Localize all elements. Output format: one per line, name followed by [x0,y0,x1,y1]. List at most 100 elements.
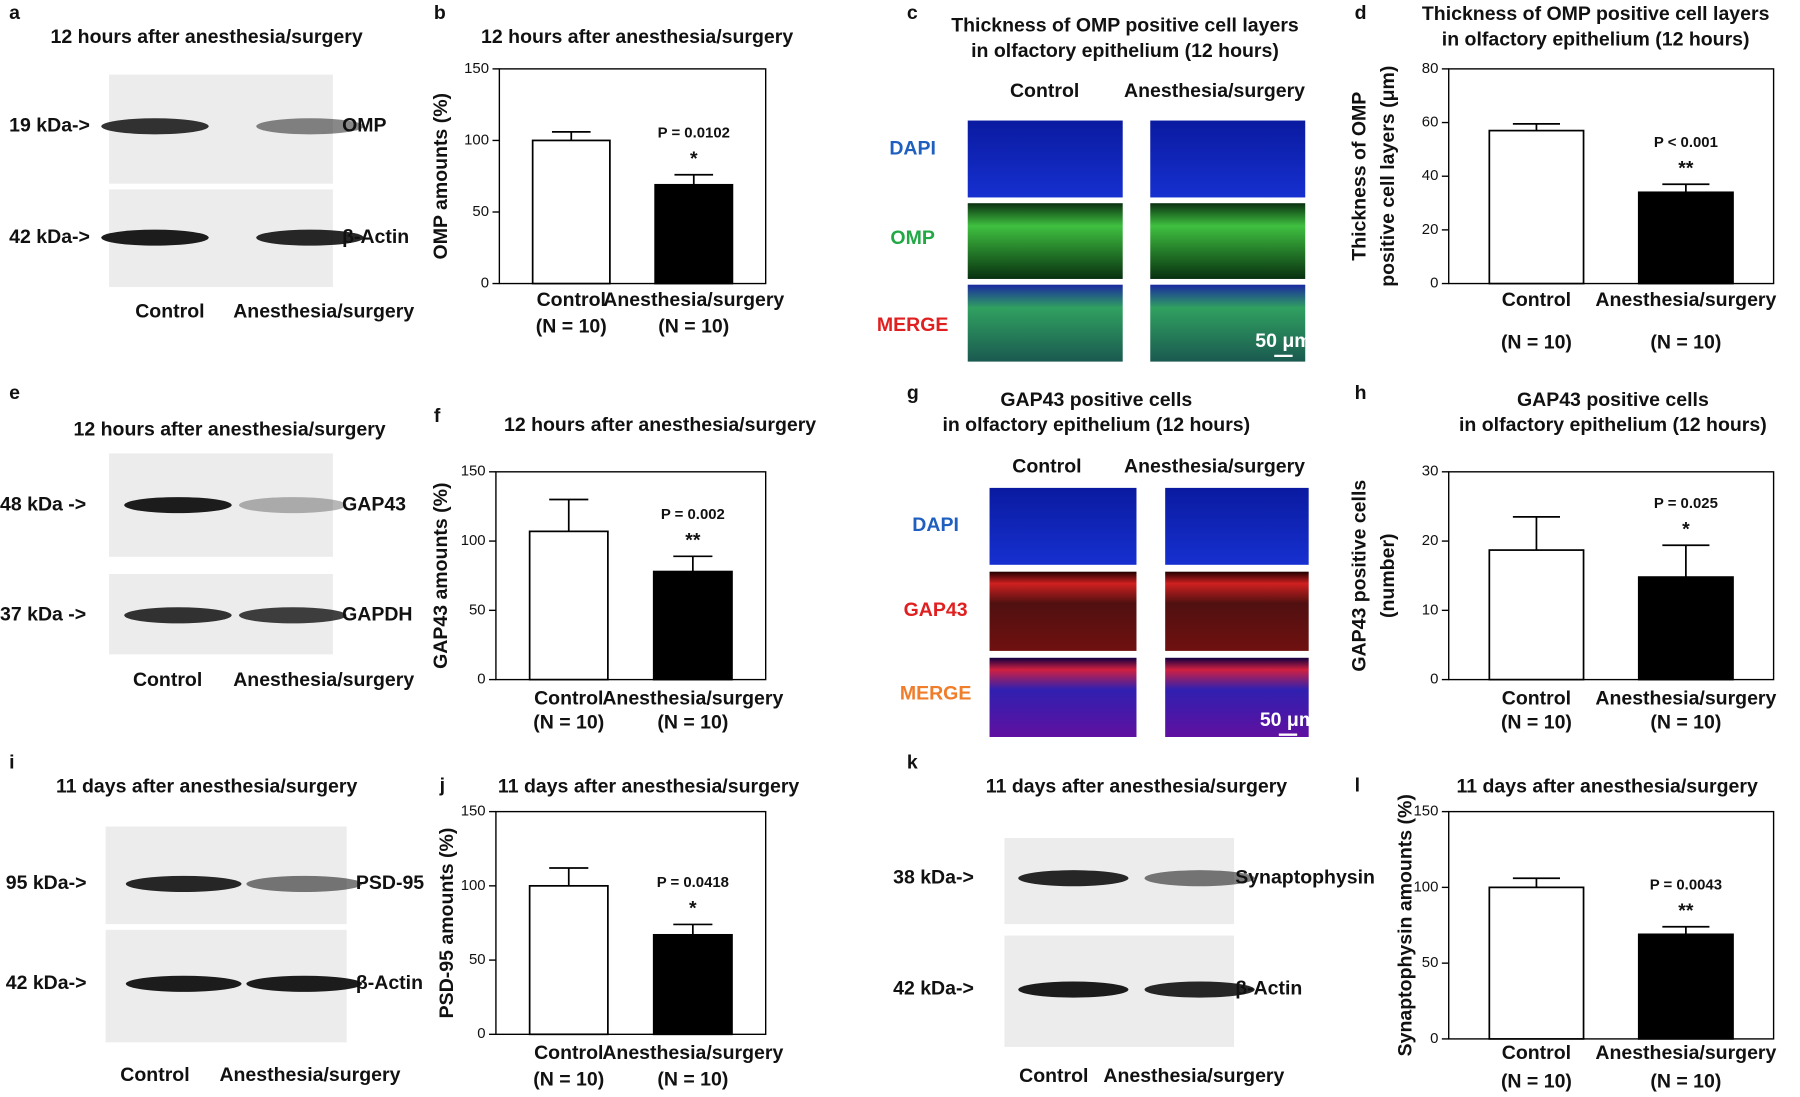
y-tick-label: 0 [477,1025,485,1042]
bar [531,139,611,285]
y-axis-label: Synaptophysin amounts (%) [1394,794,1416,1056]
panel-letter: j [439,775,445,797]
chart-title: 12 hours after anesthesia/surgery [481,26,793,48]
band [246,975,363,992]
category-label: Anesthesia/surgery [1595,289,1776,311]
significance: ** [1678,900,1694,922]
panel-letter: e [9,382,20,404]
bar [528,530,609,681]
y-axis-label: PSD-95 amounts (%) [436,828,458,1019]
micrograph-tile [1165,657,1309,737]
y-axis-label: Thickness of OMP [1348,92,1370,261]
p-value: P = 0.0043 [1650,876,1722,893]
panel-letter: k [907,752,918,774]
band-label: PSD-95 [356,872,424,894]
y-tick-label: 100 [1414,878,1439,895]
n-label: (N = 10) [1650,331,1721,353]
lane-label: Anesthesia/surgery [219,1064,400,1086]
y-tick-label: 50 [469,951,486,968]
y-tick-label: 20 [1422,532,1439,549]
y-tick-label: 60 [1422,113,1439,130]
p-value: P = 0.025 [1654,495,1718,512]
micrograph-tile [989,487,1137,565]
kda-label: 37 kDa -> [0,603,86,625]
error-bar [1512,123,1560,131]
panel-letter: b [434,2,446,24]
lane-label: Anesthesia/surgery [233,669,414,691]
y-axis-label: OMP amounts (%) [430,93,452,259]
column-label: Control [1010,80,1079,102]
bar [652,933,733,1036]
plot-frame [495,471,767,681]
band [1018,981,1129,998]
n-label: (N = 10) [533,711,604,733]
micrograph-tile [989,657,1137,737]
blot-title: 12 hours after anesthesia/surgery [51,26,363,48]
micrograph-tile [967,284,1123,362]
significance: ** [685,530,701,552]
band [125,875,242,892]
y-tick-label: 50 [469,601,486,618]
band [125,975,242,992]
n-label: (N = 10) [1650,711,1721,733]
column-label: Anesthesia/surgery [1124,80,1305,102]
y-tick-label: 50 [472,203,489,220]
band [256,229,364,246]
kda-label: 42 kDa-> [6,972,87,994]
n-label: (N = 10) [657,1068,728,1090]
category-label: Anesthesia/surgery [602,687,783,709]
band [1144,981,1255,998]
column-label: Control [1012,455,1081,477]
error-bar [674,173,714,185]
row-label: DAPI [912,514,959,536]
y-tick-label: 50 [1422,954,1439,971]
micrograph-tile [1150,120,1306,198]
y-tick-label: 0 [481,274,489,291]
p-value: P < 0.001 [1654,134,1718,151]
band [1018,870,1129,887]
chart-title: GAP43 positive cells [1517,389,1709,411]
bar [652,570,733,681]
micrograph-tile [967,120,1123,198]
kda-label: 19 kDa-> [9,114,90,136]
error-bar [549,867,589,886]
category-label: Control [1502,289,1571,311]
panel-letter: a [9,2,20,24]
band-label: OMP [342,114,386,136]
y-tick-label: 0 [1430,671,1438,688]
band [1144,870,1255,887]
n-label: (N = 10) [1501,1071,1572,1093]
y-tick-label: 0 [1430,274,1438,291]
chart-title: 12 hours after anesthesia/surgery [504,414,816,436]
band-label: β-Actin [1235,978,1302,1000]
category-label: Anesthesia/surgery [1595,1042,1776,1064]
lane-label: Anesthesia/surgery [1103,1065,1284,1087]
micrograph-tile [989,571,1137,651]
category-label: Anesthesia/surgery [602,1042,783,1064]
category-label: Anesthesia/surgery [1595,687,1776,709]
plot-frame [1448,471,1775,681]
panel-letter: g [907,382,919,404]
row-label: GAP43 [904,599,968,621]
n-label: (N = 10) [1501,711,1572,733]
band-label: GAPDH [342,603,412,625]
band [239,607,347,624]
panel-letter: d [1355,2,1367,24]
blot-title: 12 hours after anesthesia/surgery [74,419,386,441]
lane-label: Control [1019,1065,1088,1087]
significance: ** [1678,157,1694,179]
error-bar [1662,925,1710,935]
p-value: P = 0.0102 [658,124,730,141]
chart-title: Thickness of OMP positive cell layers [1422,3,1770,25]
bar [528,884,609,1036]
band [256,118,364,135]
lane-label: Control [133,669,202,691]
y-axis-label: GAP43 positive cells [1348,480,1370,672]
panel-letter: i [9,752,14,774]
micrograph-title: GAP43 positive cells [1000,389,1192,411]
y-axis-label: GAP43 amounts (%) [430,483,452,669]
category-label: Control [1502,687,1571,709]
row-label: DAPI [889,137,936,159]
category-label: Anesthesia/surgery [603,289,784,311]
kda-label: 42 kDa-> [9,226,90,248]
